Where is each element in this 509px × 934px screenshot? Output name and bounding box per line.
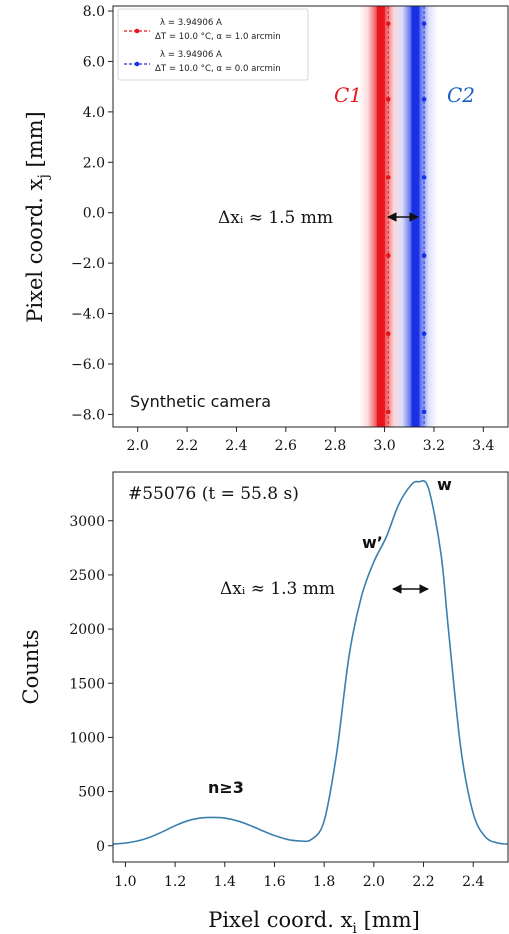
x-tick-label: 2.8 (324, 438, 346, 454)
plot-frame-top (112, 5, 509, 428)
legend-blue-line2: ΔT = 10.0 °C, α = 0.0 arcmin (155, 64, 281, 74)
x-tick-label: 2.0 (363, 874, 385, 890)
series-1-point-3 (385, 175, 391, 180)
series-2-point-4 (421, 253, 427, 258)
series-2-point-6 (421, 409, 427, 415)
legend-red-line1: λ = 3.94906 A (160, 18, 222, 28)
x-tick-label: 2.2 (412, 874, 434, 890)
y-tick-label: 8.0 (83, 4, 105, 20)
x-tick-label: 3.4 (472, 438, 494, 454)
y-tick-label: −4.0 (71, 307, 105, 323)
y-tick-label: 3000 (69, 514, 105, 530)
x-ticks-top: 2.0 2.2 2.4 2.6 2.8 3.0 3.2 3.4 (127, 427, 495, 454)
series-2-point-5 (421, 331, 427, 337)
y-tick-label: 0.0 (83, 206, 105, 222)
x-tick-label: 1.6 (263, 874, 285, 890)
y-ticks-bottom: 3000 2500 2000 1500 1000 500 0 (69, 514, 113, 855)
c2-label: C2 (447, 83, 475, 107)
series-1-point-4 (385, 253, 391, 258)
delta-label-bottom: Δxᵢ ≈ 1.3 mm (220, 579, 335, 599)
band-core-1 (376, 6, 385, 427)
legend-marker-red (134, 28, 140, 34)
series-1-point-6 (385, 409, 391, 415)
marker-series (385, 6, 427, 427)
synthetic-camera-panel: 8.06.04.02.00.0−2.0−4.0−6.0−8.0 2.0 2.2 2.… (23, 4, 509, 454)
y-tick-label: 1500 (69, 676, 105, 692)
x-tick-label: 3.2 (423, 438, 445, 454)
x-tick-label: 2.6 (275, 438, 297, 454)
series-2-point-2 (421, 96, 427, 102)
series-2-point-3 (421, 175, 427, 180)
y-tick-label: −6.0 (71, 357, 105, 373)
legend: λ = 3.94906 A ΔT = 10.0 °C, α = 1.0 arcm… (117, 8, 309, 81)
delta-label-top: Δxᵢ ≈ 1.5 mm (218, 208, 333, 228)
peak-n-label: n≥3 (208, 778, 244, 797)
series-1-point-5 (385, 331, 391, 337)
counts-panel: 3000 2500 2000 1500 1000 500 0 1.0 1.2 1.4 1.6 1.8… (19, 471, 509, 934)
y-tick-label: 2000 (69, 622, 105, 638)
series-1-point-2 (385, 96, 391, 102)
y-tick-label: 2.0 (83, 155, 105, 171)
legend-box (117, 8, 309, 81)
x-tick-label: 3.0 (373, 438, 395, 454)
x-tick-label: 1.2 (164, 874, 186, 890)
corner-label-bottom: #55076 (t = 55.8 s) (128, 484, 299, 504)
y-tick-label: 6.0 (83, 54, 105, 70)
peak-wprime-label: w’ (362, 533, 383, 552)
c1-label: C1 (334, 83, 362, 107)
y-axis-label-top: Pixel coord. xj [mm] (23, 111, 52, 322)
y-tick-label: −2.0 (71, 256, 105, 272)
y-ticks-top: 8.0 6.0 4.0 2.0 0.0 −2.0 −4.0 −6.0 −8.0 (71, 4, 113, 423)
series-2-point-1 (421, 21, 427, 26)
x-tick-label: 2.4 (225, 438, 247, 454)
y-tick-label: −8.0 (71, 407, 105, 423)
legend-blue-line1: λ = 3.94906 A (160, 50, 222, 60)
corner-label-top: Synthetic camera (130, 392, 271, 411)
y-tick-label: 500 (78, 785, 105, 801)
x-tick-label: 1.8 (313, 874, 335, 890)
counts-curve (112, 479, 509, 845)
legend-marker-blue (134, 61, 140, 67)
x-ticks-bottom: 1.0 1.2 1.4 1.6 1.8 2.0 2.2 2.4 (114, 862, 484, 890)
series-1-point-1 (385, 21, 391, 26)
peak-w-label: w (437, 475, 452, 494)
x-tick-label: 2.0 (127, 438, 149, 454)
legend-red-line2: ΔT = 10.0 °C, α = 1.0 arcmin (155, 32, 281, 42)
y-tick-label: 2500 (69, 568, 105, 584)
x-tick-label: 2.2 (176, 438, 198, 454)
x-tick-label: 1.0 (114, 874, 136, 890)
y-axis-label-bottom: Counts (19, 630, 43, 705)
y-tick-label: 1000 (69, 730, 105, 746)
x-tick-label: 2.4 (462, 874, 484, 890)
y-tick-label: 4.0 (83, 105, 105, 121)
y-tick-label: 0 (96, 839, 105, 855)
x-axis-label-bottom: Pixel coord. xi [mm] (208, 908, 420, 934)
plot-frame-bottom (112, 471, 509, 863)
x-tick-label: 1.4 (214, 874, 236, 890)
